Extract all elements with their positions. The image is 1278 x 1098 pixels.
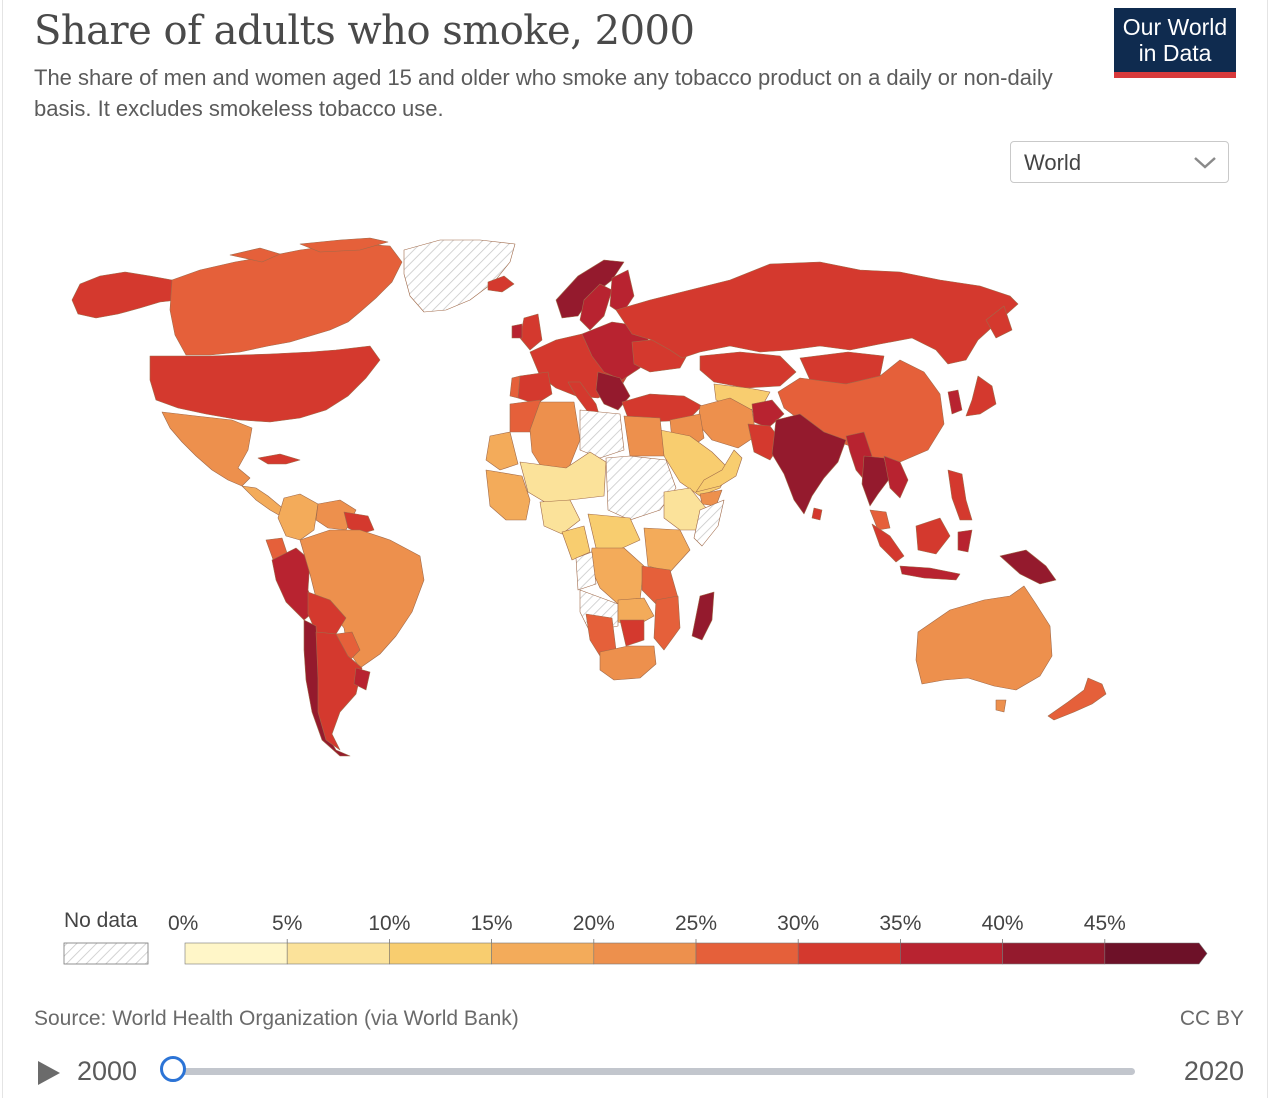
country-vietnam-laos xyxy=(883,455,909,499)
region-select[interactable]: World xyxy=(1010,141,1229,183)
country-kenya-uganda xyxy=(643,527,691,573)
legend-tick-label: 20% xyxy=(573,912,615,935)
country-png xyxy=(999,549,1057,585)
legend-tick-label: 40% xyxy=(982,912,1024,935)
country-kazakhstan xyxy=(699,351,797,389)
logo-line-1: Our World xyxy=(1122,14,1228,40)
country-malaysia xyxy=(869,509,891,531)
legend-tick-label: 15% xyxy=(471,912,513,935)
country-indonesia-sumatra xyxy=(871,523,905,563)
license-link[interactable]: CC BY xyxy=(1179,1007,1244,1030)
legend-tick-label: 30% xyxy=(777,912,819,935)
owid-logo[interactable]: Our World in Data xyxy=(1114,8,1236,78)
legend-tick-label: 5% xyxy=(272,912,302,935)
country-sulawesi xyxy=(957,529,973,553)
legend-bin[interactable] xyxy=(286,942,390,965)
legend-no-data-label: No data xyxy=(64,909,138,932)
chevron-down-icon xyxy=(1194,157,1216,169)
timeline-track[interactable] xyxy=(175,1068,1135,1075)
country-portugal xyxy=(509,375,521,399)
country-zambia xyxy=(617,597,655,627)
country-mali-niger xyxy=(519,451,607,505)
timeline-start-year: 2000 xyxy=(77,1056,138,1086)
country-madagascar xyxy=(691,591,715,641)
source-note: Source: World Health Organization (via W… xyxy=(34,1007,519,1030)
country-greenland xyxy=(403,239,516,313)
country-philippines xyxy=(947,469,973,521)
country-sri-lanka xyxy=(811,507,823,521)
legend-bin[interactable] xyxy=(900,942,1003,965)
legend-tick-label: 25% xyxy=(675,912,717,935)
legend-bin[interactable] xyxy=(491,942,595,965)
legend-bin[interactable] xyxy=(1002,942,1106,965)
legend-tick-label: 45% xyxy=(1084,912,1126,935)
timeline-handle[interactable] xyxy=(160,1056,186,1082)
country-yemen xyxy=(695,449,743,493)
country-tasmania xyxy=(995,699,1007,713)
country-guianas xyxy=(343,511,375,535)
country-russia xyxy=(615,261,1019,365)
country-thailand xyxy=(861,455,891,507)
country-australia xyxy=(915,585,1053,691)
legend-tick-label: 35% xyxy=(879,912,921,935)
country-somalia xyxy=(693,499,725,547)
country-uruguay xyxy=(353,667,371,691)
logo-line-2: in Data xyxy=(1138,40,1212,66)
country-canada xyxy=(169,243,403,356)
legend-bin[interactable] xyxy=(184,942,288,965)
country-cuba xyxy=(257,453,301,465)
country-sweden xyxy=(579,283,613,331)
country-indonesia-borneo xyxy=(915,517,951,555)
country-india xyxy=(771,413,847,515)
country-gabon-congo xyxy=(575,551,597,591)
legend-bin[interactable] xyxy=(593,942,697,965)
country-south-africa xyxy=(599,645,657,681)
country-finland xyxy=(609,269,635,315)
country-japan xyxy=(965,375,997,417)
legend-tick-label: 0% xyxy=(168,912,198,935)
chart-subtitle: The share of men and women aged 15 and o… xyxy=(34,65,1053,121)
country-eastern-europe xyxy=(581,321,653,381)
world-map xyxy=(71,237,1107,757)
legend-no-data-swatch xyxy=(63,942,149,965)
timeline-end-year: 2020 xyxy=(1183,1056,1244,1086)
legend-color-scale: 0% 5% 10% 15% 20% 25% 30% 35% 40% 45% xyxy=(63,912,1208,965)
chart-title: Share of adults who smoke, 2000 xyxy=(34,8,695,54)
country-nigeria xyxy=(539,499,581,535)
legend-bin[interactable] xyxy=(1104,942,1208,965)
country-west-africa-coast xyxy=(485,469,531,521)
country-balkans xyxy=(595,371,631,411)
legend-tick-label: 10% xyxy=(368,912,410,935)
country-argentina xyxy=(315,631,363,751)
play-icon[interactable] xyxy=(36,1059,62,1087)
country-egypt xyxy=(623,415,665,457)
country-new-zealand xyxy=(1047,677,1107,721)
region-select-value: World xyxy=(1024,150,1082,175)
country-mozambique xyxy=(653,595,681,651)
legend-bin[interactable] xyxy=(389,942,492,965)
country-central-africa xyxy=(587,513,641,551)
legend-bin[interactable] xyxy=(695,942,799,965)
country-cameroon xyxy=(561,525,591,561)
country-korea xyxy=(947,389,963,415)
country-libya xyxy=(579,409,625,459)
legend-bin[interactable] xyxy=(797,942,901,965)
country-russia-kamchatka xyxy=(985,305,1013,339)
country-zimbabwe xyxy=(619,619,645,647)
country-usa xyxy=(149,345,381,423)
country-indonesia-java xyxy=(899,565,961,581)
country-mexico xyxy=(161,411,253,487)
country-colombia xyxy=(277,493,319,541)
country-ireland xyxy=(511,323,523,339)
country-iceland xyxy=(487,275,515,293)
country-canada-islands xyxy=(229,237,389,263)
country-western-sahara xyxy=(485,431,519,471)
